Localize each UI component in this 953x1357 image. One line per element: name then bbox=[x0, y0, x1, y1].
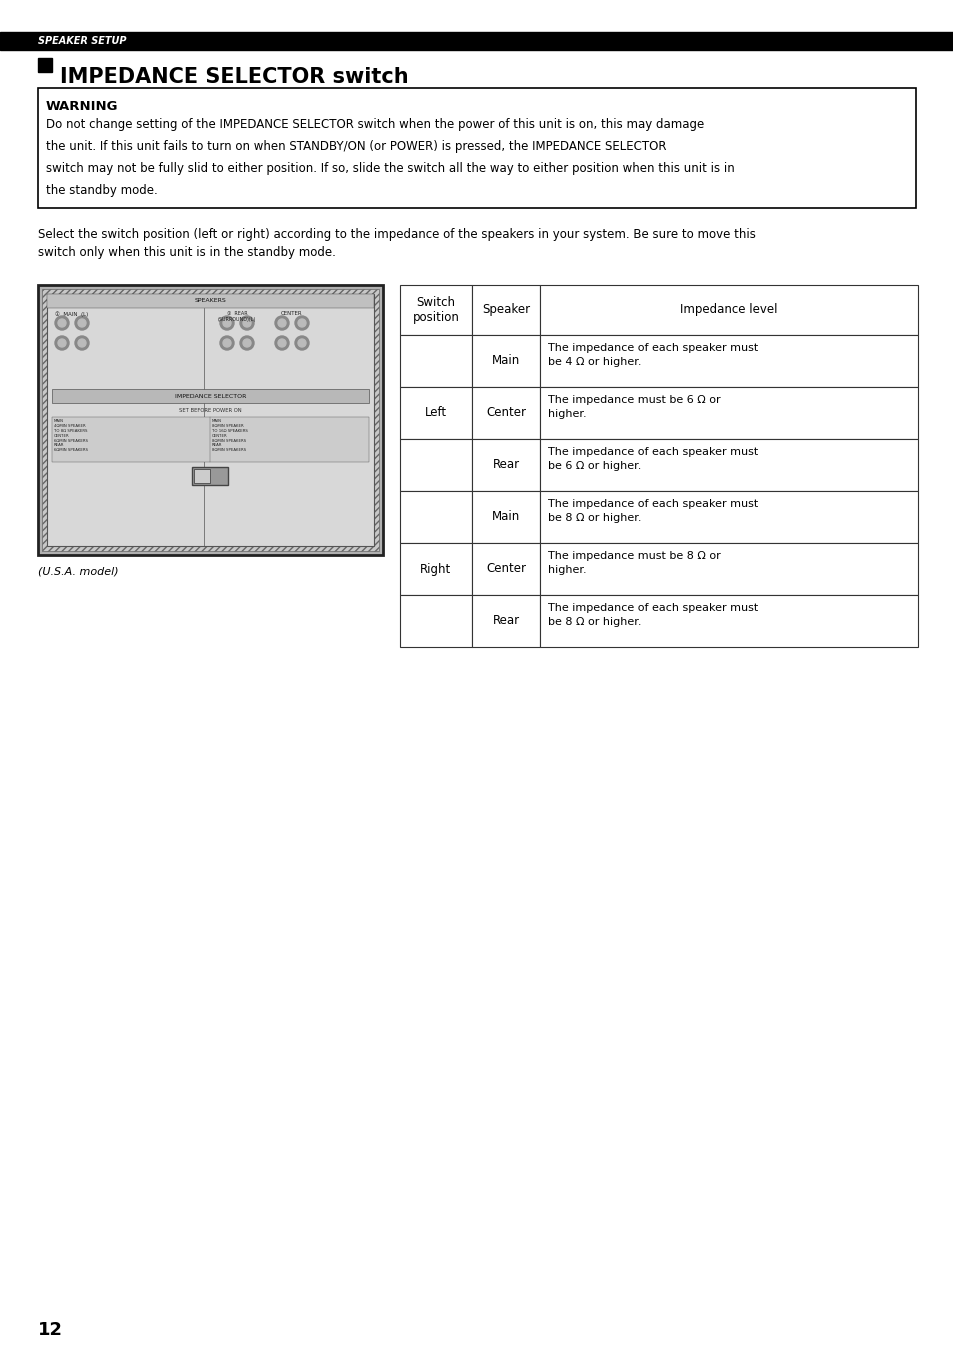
Bar bbox=[539, 440, 917, 491]
Text: the standby mode.: the standby mode. bbox=[46, 185, 157, 197]
Bar bbox=[472, 594, 539, 647]
Text: CENTER: CENTER bbox=[281, 311, 302, 316]
Bar bbox=[539, 594, 917, 647]
Circle shape bbox=[55, 337, 69, 350]
Circle shape bbox=[58, 319, 66, 327]
Text: Select the switch position (left or right) according to the impedance of the spe: Select the switch position (left or righ… bbox=[38, 228, 755, 242]
Bar bbox=[399, 387, 472, 440]
Bar bbox=[399, 285, 472, 335]
Bar bbox=[399, 491, 472, 543]
Bar bbox=[472, 387, 539, 440]
Circle shape bbox=[274, 316, 289, 330]
Text: switch may not be fully slid to either position. If so, slide the switch all the: switch may not be fully slid to either p… bbox=[46, 161, 734, 175]
Text: Switch
position: Switch position bbox=[412, 296, 459, 324]
Bar bbox=[472, 440, 539, 491]
Text: The impedance of each speaker must
be 6 Ω or higher.: The impedance of each speaker must be 6 … bbox=[547, 446, 758, 471]
Bar bbox=[192, 467, 228, 484]
Text: (U.S.A. model): (U.S.A. model) bbox=[38, 567, 118, 577]
Circle shape bbox=[58, 339, 66, 347]
Circle shape bbox=[223, 319, 231, 327]
Bar bbox=[52, 389, 369, 403]
Circle shape bbox=[294, 316, 309, 330]
Bar bbox=[539, 335, 917, 387]
Bar bbox=[38, 88, 915, 208]
Bar bbox=[472, 543, 539, 594]
Text: ①  REAR
(SURROUND)(L): ① REAR (SURROUND)(L) bbox=[217, 311, 256, 322]
Text: MAIN
4ΩMIN SPEAKER
TO 8Ω SPEAKERS
CENTER
6ΩMIN SPEAKERS
REAR
6ΩMIN SPEAKERS: MAIN 4ΩMIN SPEAKER TO 8Ω SPEAKERS CENTER… bbox=[54, 419, 88, 452]
Text: Do not change setting of the IMPEDANCE SELECTOR switch when the power of this un: Do not change setting of the IMPEDANCE S… bbox=[46, 118, 703, 132]
Circle shape bbox=[240, 316, 253, 330]
Text: The impedance of each speaker must
be 8 Ω or higher.: The impedance of each speaker must be 8 … bbox=[547, 603, 758, 627]
Text: IMPEDANCE SELECTOR switch: IMPEDANCE SELECTOR switch bbox=[60, 66, 408, 87]
Text: switch only when this unit is in the standby mode.: switch only when this unit is in the sta… bbox=[38, 246, 335, 259]
Circle shape bbox=[78, 319, 86, 327]
Bar bbox=[539, 543, 917, 594]
Text: MAIN
8ΩMIN SPEAKER
TO 16Ω SPEAKERS
CENTER
8ΩMIN SPEAKERS
REAR
8ΩMIN SPEAKERS: MAIN 8ΩMIN SPEAKER TO 16Ω SPEAKERS CENTE… bbox=[212, 419, 248, 452]
Bar bbox=[52, 417, 369, 461]
Bar bbox=[539, 491, 917, 543]
Bar bbox=[399, 594, 472, 647]
Bar bbox=[42, 289, 378, 551]
Bar bbox=[472, 285, 539, 335]
Text: The impedance must be 8 Ω or
higher.: The impedance must be 8 Ω or higher. bbox=[547, 551, 720, 575]
Text: Left: Left bbox=[424, 407, 447, 419]
Text: Center: Center bbox=[485, 407, 525, 419]
Bar bbox=[47, 294, 374, 308]
Text: ①  MAIN  (L): ① MAIN (L) bbox=[55, 311, 89, 316]
Text: Right: Right bbox=[420, 563, 451, 575]
Text: Impedance level: Impedance level bbox=[679, 304, 777, 316]
Text: 12: 12 bbox=[38, 1320, 63, 1339]
Text: The impedance of each speaker must
be 4 Ω or higher.: The impedance of each speaker must be 4 … bbox=[547, 343, 758, 368]
Bar bbox=[399, 335, 472, 387]
Circle shape bbox=[274, 337, 289, 350]
Text: IMPEDANCE SELECTOR: IMPEDANCE SELECTOR bbox=[174, 394, 246, 399]
Circle shape bbox=[297, 339, 306, 347]
Circle shape bbox=[243, 319, 251, 327]
Bar bbox=[539, 285, 917, 335]
Circle shape bbox=[223, 339, 231, 347]
Text: the unit. If this unit fails to turn on when STANDBY/ON (or POWER) is pressed, t: the unit. If this unit fails to turn on … bbox=[46, 140, 666, 153]
Bar bbox=[38, 58, 52, 72]
Text: Rear: Rear bbox=[492, 459, 519, 471]
Text: WARNING: WARNING bbox=[46, 99, 118, 113]
Bar bbox=[47, 294, 374, 546]
Circle shape bbox=[243, 339, 251, 347]
Circle shape bbox=[220, 337, 233, 350]
Bar bbox=[0, 33, 953, 50]
Bar bbox=[193, 470, 210, 483]
Text: Rear: Rear bbox=[492, 615, 519, 627]
Text: Speaker: Speaker bbox=[481, 304, 530, 316]
Circle shape bbox=[78, 339, 86, 347]
Text: SPEAKERS: SPEAKERS bbox=[194, 299, 226, 304]
Circle shape bbox=[75, 337, 89, 350]
Circle shape bbox=[220, 316, 233, 330]
Circle shape bbox=[277, 319, 286, 327]
Circle shape bbox=[240, 337, 253, 350]
Bar bbox=[399, 543, 472, 594]
Bar bbox=[472, 491, 539, 543]
Text: Main: Main bbox=[492, 354, 519, 368]
Text: The impedance of each speaker must
be 8 Ω or higher.: The impedance of each speaker must be 8 … bbox=[547, 499, 758, 524]
Text: Main: Main bbox=[492, 510, 519, 524]
Bar bbox=[399, 440, 472, 491]
Circle shape bbox=[294, 337, 309, 350]
Circle shape bbox=[75, 316, 89, 330]
Text: SET BEFORE POWER ON: SET BEFORE POWER ON bbox=[179, 408, 241, 414]
Text: Center: Center bbox=[485, 563, 525, 575]
Text: The impedance must be 6 Ω or
higher.: The impedance must be 6 Ω or higher. bbox=[547, 395, 720, 419]
Circle shape bbox=[55, 316, 69, 330]
Bar bbox=[472, 335, 539, 387]
Bar bbox=[539, 387, 917, 440]
Text: SPEAKER SETUP: SPEAKER SETUP bbox=[38, 37, 127, 46]
Bar bbox=[38, 285, 382, 555]
Circle shape bbox=[277, 339, 286, 347]
Circle shape bbox=[297, 319, 306, 327]
